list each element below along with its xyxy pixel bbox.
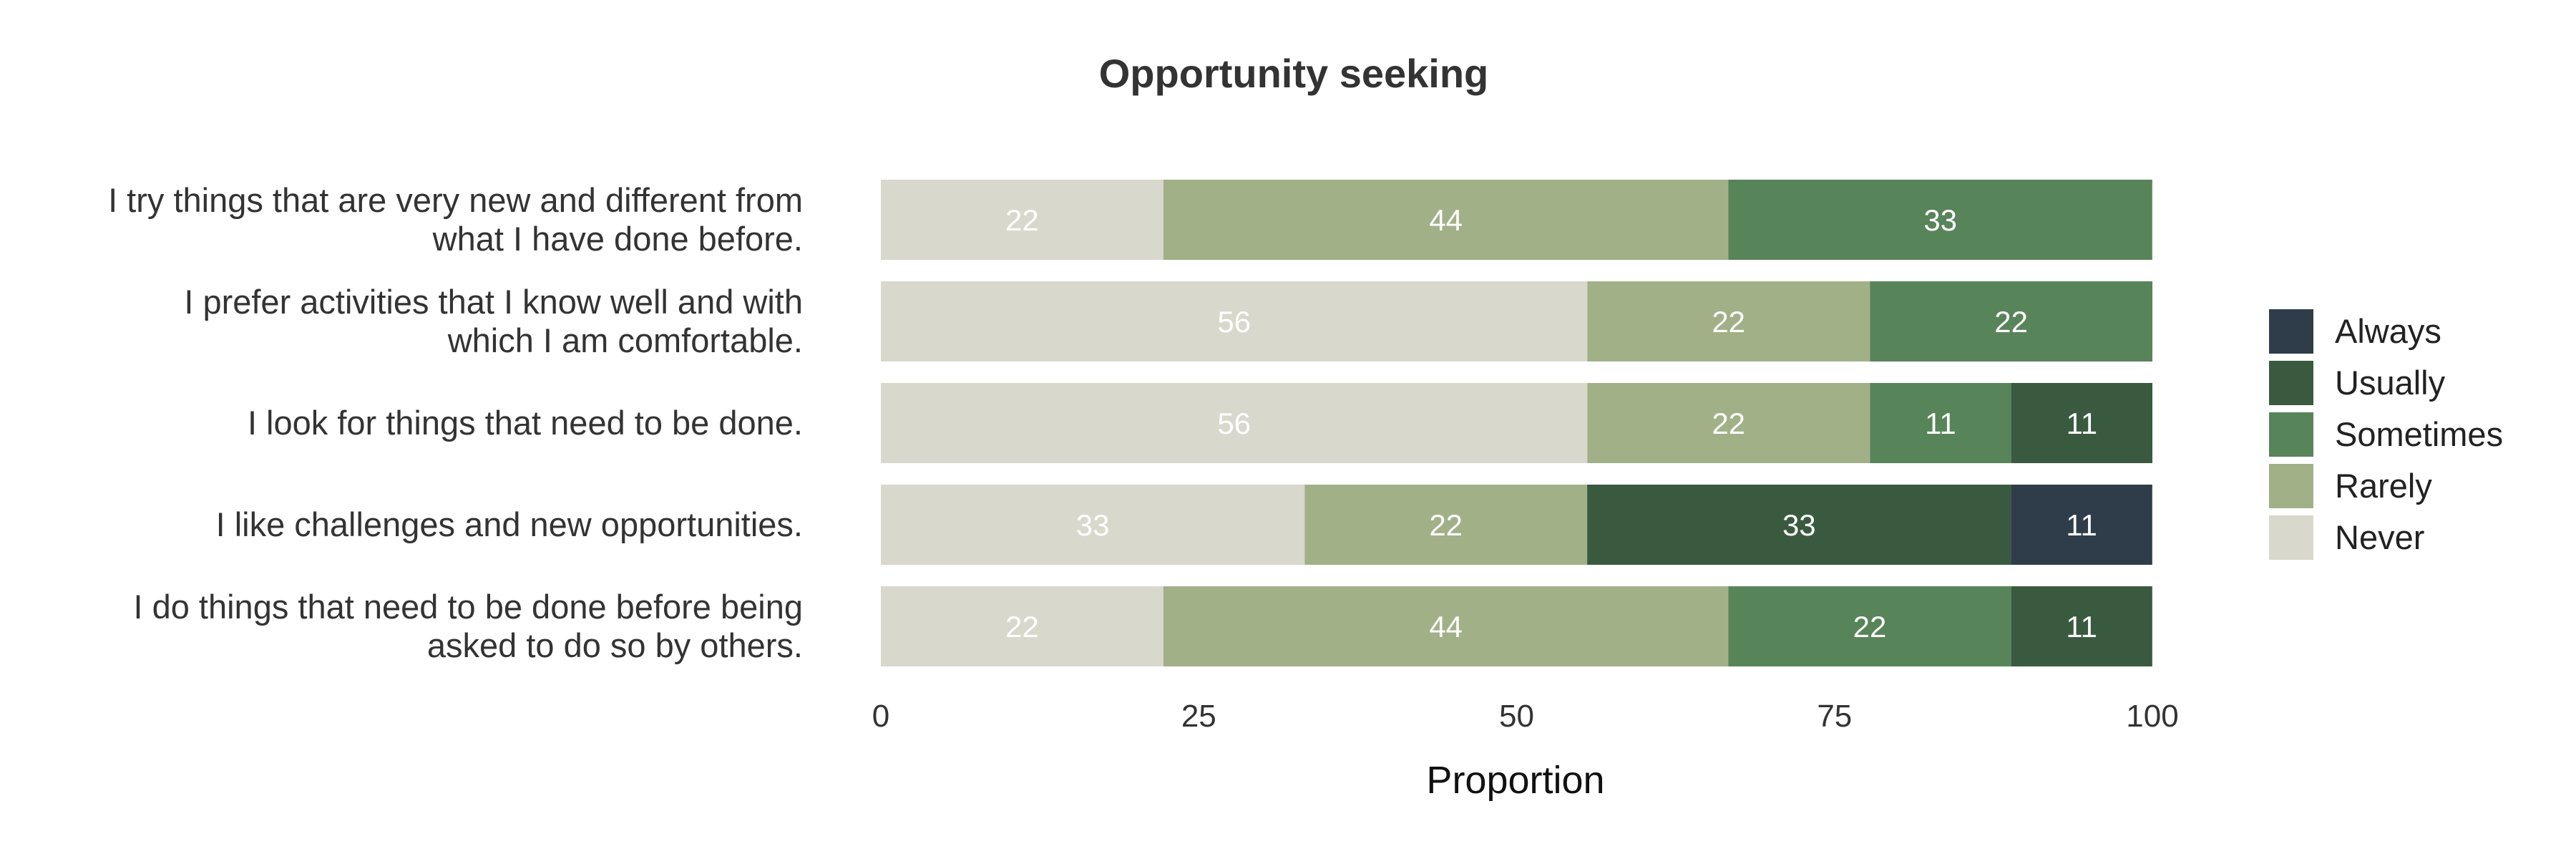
category-label-row-1-line-1: I try things that are very new and diffe…	[108, 181, 803, 219]
data-label-rarely-row-1: 44	[1429, 203, 1463, 237]
bar-segment-sometimes-row-1	[1728, 180, 2152, 260]
category-label-row-2-line-1: I prefer activities that I know well and…	[184, 283, 803, 321]
data-label-sometimes-row-1: 33	[1923, 203, 1957, 237]
category-label-row-4-line-1: I like challenges and new opportunities.	[216, 505, 803, 543]
x-tick-label-25: 25	[1181, 699, 1216, 734]
legend-swatch-usually	[2269, 361, 2313, 405]
bars-group: 22 44 33 56 22 22 56 22 11 11 33 22 33 11 22 44 22 11	[881, 180, 2152, 666]
category-label-row-2-line-2: which I am comfortable.	[447, 321, 803, 359]
legend-label-usually: Usually	[2335, 364, 2446, 402]
category-labels: I try things that are very new and diffe…	[108, 181, 803, 664]
data-label-never-row-2: 56	[1217, 305, 1251, 339]
bar-segment-sometimes-row-3	[1870, 383, 2011, 463]
legend-swatch-rarely	[2269, 464, 2313, 508]
data-label-never-row-4: 33	[1076, 508, 1110, 542]
data-label-sometimes-row-5: 22	[1853, 610, 1887, 644]
bar-segment-never-row-1	[881, 180, 1163, 260]
data-label-rarely-row-5: 44	[1429, 610, 1463, 644]
x-tick-label-50: 50	[1499, 699, 1534, 734]
bar-segment-never-row-4	[881, 485, 1305, 565]
x-tick-label-100: 100	[2126, 699, 2178, 734]
x-tick-label-75: 75	[1817, 699, 1852, 734]
legend-label-rarely: Rarely	[2335, 467, 2432, 505]
data-label-sometimes-row-3: 11	[1925, 407, 1956, 440]
data-label-usually-row-3: 11	[2066, 407, 2097, 440]
data-label-usually-row-4: 33	[1782, 508, 1816, 542]
bar-segment-rarely-row-4	[1304, 485, 1588, 565]
bar-segment-rarely-row-1	[1163, 180, 1729, 260]
bar-segment-usually-row-4	[1587, 485, 2011, 565]
category-label-row-1-line-2: what I have done before.	[432, 220, 803, 258]
x-axis-title: Proportion	[1426, 759, 1604, 802]
bar-segment-never-row-2	[881, 281, 1588, 361]
data-label-never-row-1: 22	[1005, 203, 1039, 237]
bar-segment-usually-row-5	[2011, 586, 2152, 666]
legend-label-sometimes: Sometimes	[2335, 415, 2503, 453]
data-label-rarely-row-3: 22	[1712, 407, 1745, 440]
legend-label-always: Always	[2335, 312, 2441, 350]
legend-label-never: Never	[2335, 518, 2424, 556]
legend-swatch-sometimes	[2269, 412, 2313, 457]
bar-segment-sometimes-row-5	[1728, 586, 2011, 666]
bar-segment-usually-row-3	[2011, 383, 2152, 463]
data-label-usually-row-5: 11	[2066, 610, 2097, 644]
data-label-always-row-4: 11	[2066, 508, 2097, 542]
data-label-rarely-row-4: 22	[1429, 508, 1463, 542]
legend-swatch-always	[2269, 309, 2313, 354]
chart-title: Opportunity seeking	[1099, 51, 1489, 96]
data-label-sometimes-row-2: 22	[1994, 305, 2028, 339]
bar-segment-rarely-row-5	[1163, 586, 1729, 666]
x-tick-label-0: 0	[872, 699, 889, 734]
bar-segment-always-row-4	[2011, 485, 2152, 565]
bar-segment-rarely-row-3	[1587, 383, 1870, 463]
bar-segment-sometimes-row-2	[1870, 281, 2152, 361]
bar-segment-never-row-3	[881, 383, 1588, 463]
x-axis-ticks: 0 25 50 75 100	[872, 699, 2179, 734]
bar-segment-rarely-row-2	[1587, 281, 1870, 361]
legend-swatch-never	[2269, 515, 2313, 560]
bar-segment-never-row-5	[881, 586, 1163, 666]
legend: Always Usually Sometimes Rarely Never	[2269, 309, 2503, 560]
category-label-row-5-line-1: I do things that need to be done before …	[133, 588, 803, 626]
data-label-never-row-3: 56	[1217, 407, 1251, 440]
category-label-row-5-line-2: asked to do so by others.	[427, 626, 803, 664]
category-label-row-3-line-1: I look for things that need to be done.	[248, 404, 803, 442]
data-label-rarely-row-2: 22	[1712, 305, 1745, 339]
data-label-never-row-5: 22	[1005, 610, 1039, 644]
